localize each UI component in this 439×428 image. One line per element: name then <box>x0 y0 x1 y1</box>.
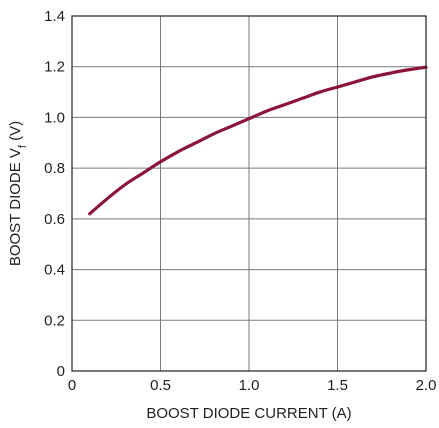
y-tick-label: 0 <box>57 363 65 380</box>
y-tick-label: 0.6 <box>44 211 65 228</box>
y-axis-title-main: BOOST DIODE V <box>7 148 24 266</box>
y-tick-label: 1.0 <box>44 109 65 126</box>
x-tick-label: 2.0 <box>416 377 437 394</box>
y-axis-title-subscript: f <box>17 144 29 148</box>
series-line <box>88 65 428 216</box>
x-tick-label: 1.0 <box>239 377 260 394</box>
y-axis-title: BOOST DIODE Vf (V) <box>7 121 29 266</box>
x-tick-labels: 0 0.5 1.0 1.5 2.0 <box>68 377 437 394</box>
x-axis-title: BOOST DIODE CURRENT (A) <box>146 405 351 422</box>
y-tick-label: 0.2 <box>44 312 65 329</box>
plot-frame <box>71 15 427 372</box>
x-tick-label: 1.5 <box>327 377 348 394</box>
x-tick-label: 0.5 <box>150 377 171 394</box>
y-tick-label: 0.8 <box>44 160 65 177</box>
x-tick-label: 0 <box>68 377 76 394</box>
y-tick-labels: 0 0.2 0.4 0.6 0.8 1.0 1.2 1.4 <box>44 8 65 380</box>
y-tick-label: 1.4 <box>44 8 65 25</box>
y-tick-label: 1.2 <box>44 59 65 76</box>
y-tick-label: 0.4 <box>44 262 65 279</box>
y-axis-title-suffix: (V) <box>7 121 24 145</box>
series-layer <box>88 65 428 216</box>
